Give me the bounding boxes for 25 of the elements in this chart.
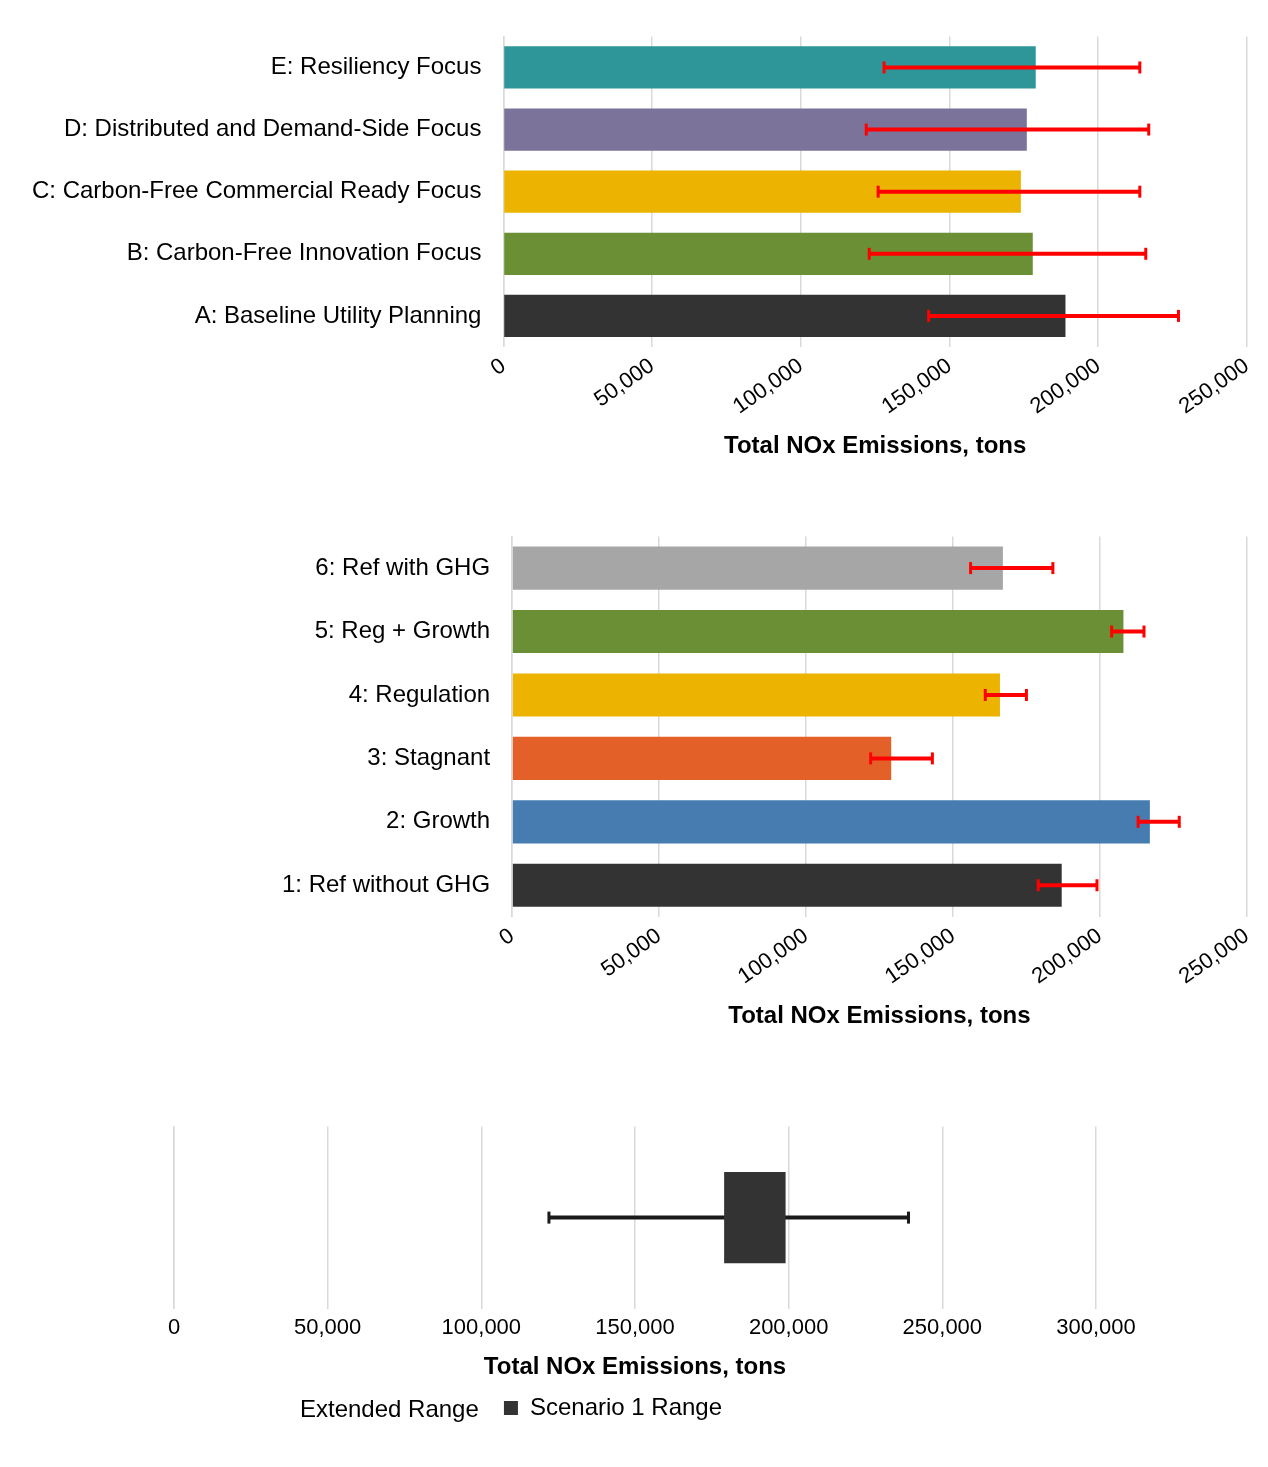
x-tick-label: 0 bbox=[494, 922, 519, 950]
y-tick-label: C: Carbon-Free Commercial Ready Focus bbox=[31, 176, 482, 204]
y-tick-label: E: Resiliency Focus bbox=[270, 52, 482, 80]
x-tick-label: 0 bbox=[167, 1314, 181, 1340]
y-tick-label: A: Baseline Utility Planning bbox=[194, 300, 482, 328]
x-axis-title: Total NOx Emissions, tons bbox=[728, 1001, 1031, 1029]
x-tick-label: 50,000 bbox=[294, 1314, 362, 1340]
y-tick-label: 3: Stagnant bbox=[367, 743, 491, 771]
y-tick-label: 6: Ref with GHG bbox=[315, 552, 491, 580]
y-tick-label: 2: Growth bbox=[386, 806, 491, 834]
x-tick-label: 0 bbox=[485, 352, 510, 380]
y-tick-label: 1: Ref without GHG bbox=[282, 869, 491, 897]
x-tick-label: 300,000 bbox=[1056, 1314, 1136, 1340]
y-tick-label: 4: Regulation bbox=[348, 679, 491, 707]
x-axis-title: Total NOx Emissions, tons bbox=[724, 431, 1027, 459]
x-tick-label: 100,000 bbox=[441, 1314, 522, 1340]
y-tick-label: B: Carbon-Free Innovation Focus bbox=[126, 238, 482, 266]
x-tick-label: 250,000 bbox=[902, 1314, 983, 1340]
y-tick-label: 5: Reg + Growth bbox=[314, 616, 491, 644]
y-tick-label: D: Distributed and Demand-Side Focus bbox=[63, 114, 482, 142]
x-tick-label: 150,000 bbox=[595, 1314, 675, 1340]
x-tick-label: 200,000 bbox=[748, 1314, 829, 1340]
text: Extended Range bbox=[300, 1395, 479, 1423]
x-axis-title: Total NOx Emissions, tons bbox=[483, 1352, 787, 1380]
legend-label: Scenario 1 Range bbox=[529, 1392, 723, 1420]
